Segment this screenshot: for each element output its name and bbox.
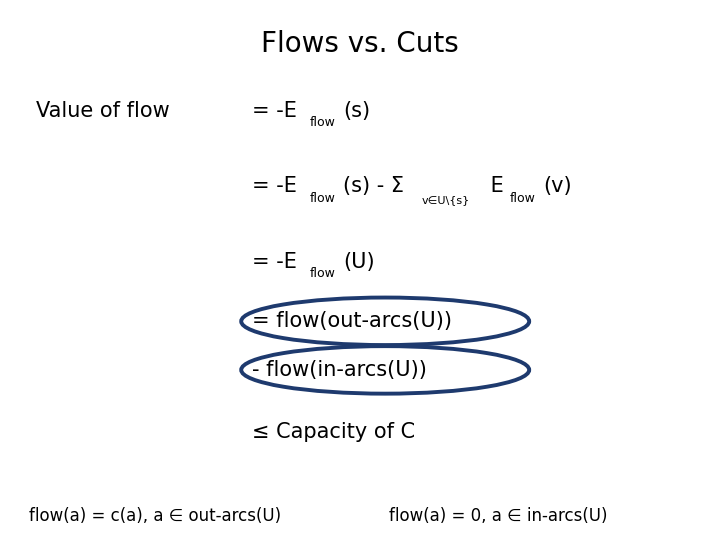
Text: ≤ Capacity of C: ≤ Capacity of C (252, 422, 415, 442)
Text: (v): (v) (543, 176, 572, 197)
Text: flow(a) = c(a), a ∈ out-arcs(U): flow(a) = c(a), a ∈ out-arcs(U) (29, 507, 281, 525)
Text: v∈U\{s}: v∈U\{s} (422, 195, 470, 205)
Text: Value of flow: Value of flow (36, 100, 170, 121)
Text: flow(a) = 0, a ∈ in-arcs(U): flow(a) = 0, a ∈ in-arcs(U) (389, 507, 607, 525)
Text: - flow(in-arcs(U)): - flow(in-arcs(U)) (252, 360, 427, 380)
Text: Flows vs. Cuts: Flows vs. Cuts (261, 30, 459, 58)
Text: flow: flow (310, 116, 336, 129)
Text: E: E (485, 176, 504, 197)
Text: (s) - Σ: (s) - Σ (343, 176, 405, 197)
Text: flow: flow (310, 267, 336, 280)
Text: (s): (s) (343, 100, 370, 121)
Text: = -E: = -E (252, 252, 297, 272)
Text: (U): (U) (343, 252, 375, 272)
Text: = -E: = -E (252, 100, 297, 121)
Text: flow: flow (310, 192, 336, 205)
Text: flow: flow (510, 192, 536, 205)
Text: = flow(out-arcs(U)): = flow(out-arcs(U)) (252, 311, 452, 332)
Text: = -E: = -E (252, 176, 297, 197)
